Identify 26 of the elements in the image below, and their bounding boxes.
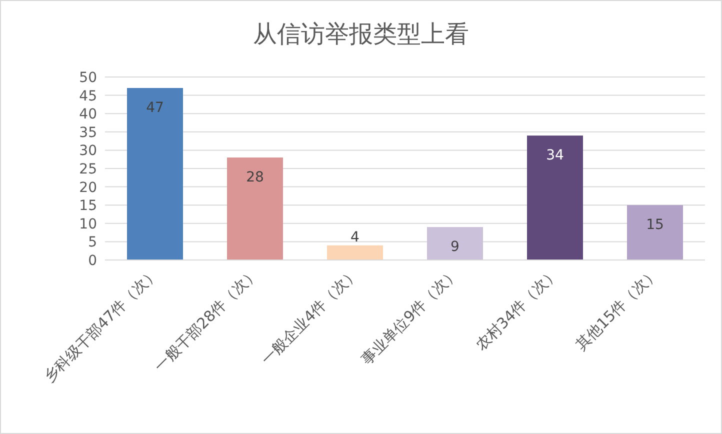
- y-tick-label: 25: [79, 162, 97, 178]
- y-tick-label: 10: [79, 216, 97, 232]
- y-tick-label: 40: [79, 106, 97, 123]
- x-tick-label: 农村34件（次）: [472, 264, 562, 354]
- data-label: 28: [246, 170, 264, 186]
- y-tick-label: 30: [79, 143, 97, 160]
- y-tick-label: 20: [79, 180, 97, 196]
- chart-title: 从信访举报类型上看: [253, 20, 469, 48]
- bar: [127, 88, 183, 260]
- data-label: 47: [146, 100, 164, 116]
- bar: [427, 227, 483, 260]
- data-label: 15: [646, 217, 664, 234]
- bar: [327, 245, 383, 260]
- y-tick-label: 45: [79, 88, 97, 104]
- y-tick-label: 5: [88, 234, 97, 251]
- data-label: 9: [450, 239, 460, 256]
- data-label: 4: [350, 229, 360, 246]
- y-tick-label: 0: [88, 253, 97, 269]
- bar: [527, 136, 583, 260]
- bar: [227, 158, 283, 260]
- y-tick-label: 15: [79, 198, 97, 214]
- bar: [627, 205, 683, 260]
- data-label: 34: [546, 148, 564, 164]
- y-tick-label: 35: [79, 124, 97, 141]
- x-tick-label: 其他15件（次）: [572, 264, 662, 354]
- y-tick-label: 50: [79, 70, 97, 86]
